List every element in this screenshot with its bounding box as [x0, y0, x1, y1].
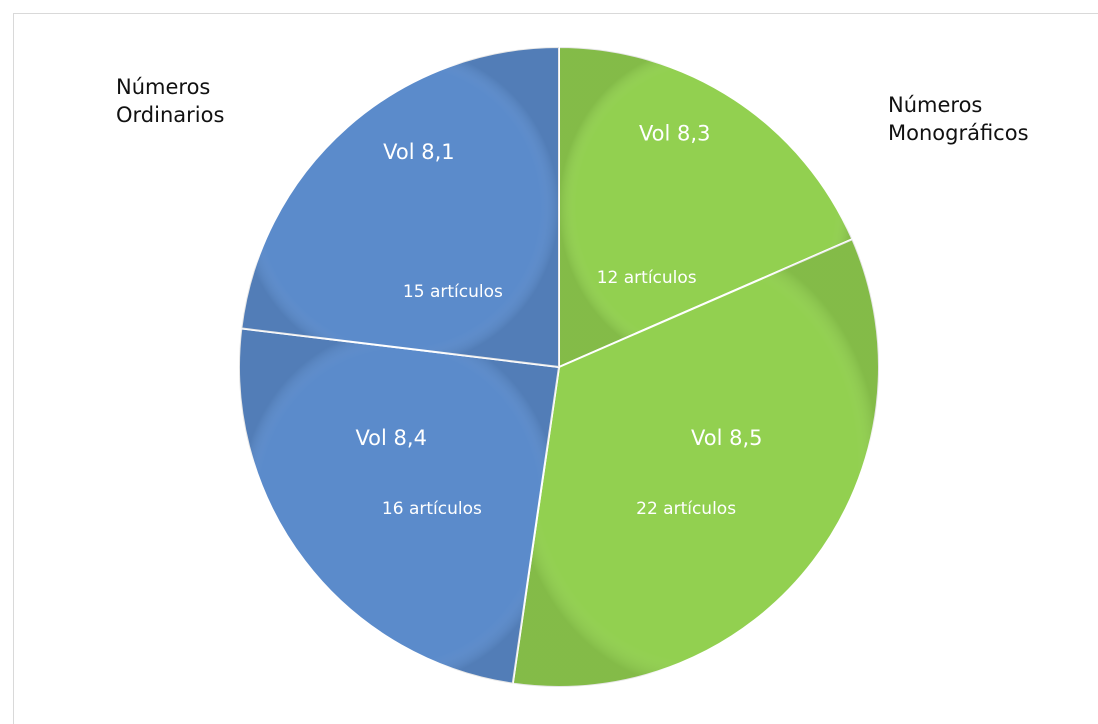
slice-count-label: 22 artículos: [636, 499, 736, 519]
group-label-line: Números: [888, 93, 983, 117]
slice-volume-label: Vol 8,1: [383, 140, 455, 164]
group-label-line: Números: [116, 75, 211, 99]
pie-slice-shade: [559, 47, 853, 367]
slice-volume-label: Vol 8,3: [639, 121, 711, 145]
group-label-monograficos: Números Monográficos: [888, 91, 1029, 147]
pie-slice-shade: [241, 47, 559, 367]
slice-count-label: 15 artículos: [403, 282, 503, 302]
pie-slice-shade: [512, 239, 879, 687]
group-label-line: Ordinarios: [116, 103, 225, 127]
group-label-line: Monográficos: [888, 121, 1029, 145]
group-label-ordinarios: Números Ordinarios: [116, 73, 224, 129]
slice-volume-label: Vol 8,5: [691, 426, 763, 450]
pie-slice-shade: [238, 328, 559, 684]
slice-count-label: 12 artículos: [597, 268, 697, 288]
slice-volume-label: Vol 8,4: [355, 426, 427, 450]
chart-frame: [13, 13, 1098, 724]
slice-count-label: 16 artículos: [382, 499, 482, 519]
